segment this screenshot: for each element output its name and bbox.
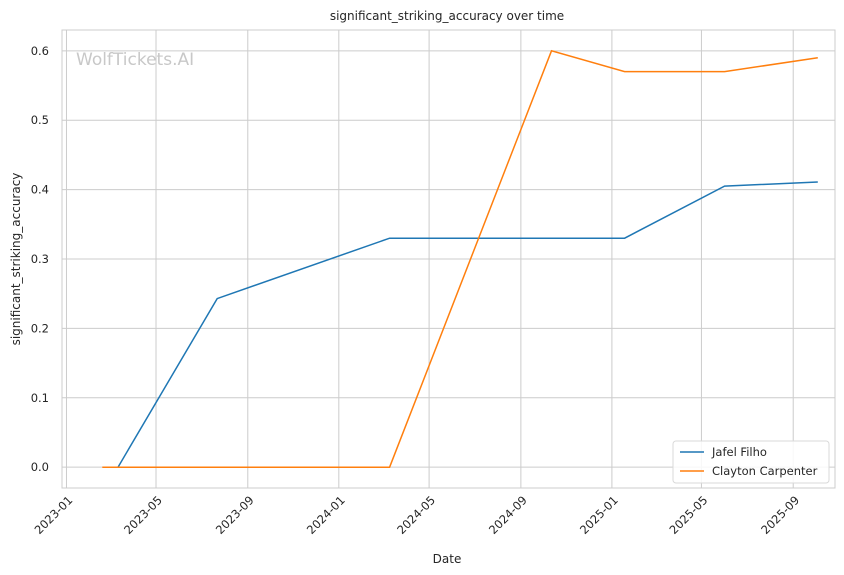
legend-label: Clayton Carpenter [712, 464, 818, 478]
legend-box [672, 440, 830, 484]
series-line-0 [117, 181, 818, 468]
watermark: WolfTickets.AI [76, 50, 194, 70]
y-axis-ticks: 0.0 0.1 0.2 0.3 0.4 0.5 0.6 [31, 44, 49, 474]
x-tick-label: 2025-01 [577, 493, 621, 537]
y-axis-label: significant_striking_accuracy [9, 173, 23, 346]
y-tick-label: 0.0 [31, 460, 49, 474]
x-tick-label: 2025-05 [667, 493, 711, 537]
x-tick-label: 2023-01 [32, 493, 76, 537]
legend: Jafel Filho Clayton Carpenter [672, 440, 830, 484]
y-tick-label: 0.2 [31, 321, 49, 335]
x-tick-label: 2023-09 [213, 493, 257, 537]
x-tick-label: 2024-01 [304, 493, 348, 537]
plot-frame [61, 29, 836, 489]
y-tick-label: 0.6 [31, 44, 49, 58]
series-lines [102, 49, 818, 468]
y-tick-label: 0.3 [31, 252, 49, 266]
series-line-1 [102, 49, 818, 468]
legend-label: Jafel Filho [711, 445, 767, 459]
x-tick-label: 2024-09 [486, 493, 530, 537]
x-axis-ticks: 2023-01 2023-05 2023-09 2024-01 2024-05 2024-… [32, 493, 803, 537]
x-tick-label: 2023-05 [121, 493, 165, 537]
y-tick-label: 0.1 [31, 391, 49, 405]
x-tick-label: 2025-09 [758, 493, 802, 537]
y-tick-label: 0.4 [31, 183, 49, 197]
chart-title: significant_striking_accuracy over time [330, 9, 564, 23]
y-tick-label: 0.5 [31, 113, 49, 127]
grid [62, 30, 835, 488]
x-tick-label: 2024-05 [394, 493, 438, 537]
x-axis-label: Date [433, 552, 462, 566]
